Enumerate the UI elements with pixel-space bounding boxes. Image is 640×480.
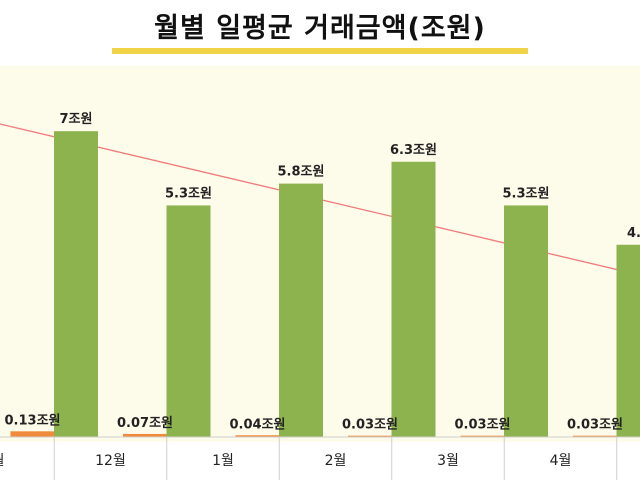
bar-secondary-2 bbox=[235, 435, 280, 437]
data-label-secondary-5: 0.03조원 bbox=[567, 418, 623, 433]
x-tick-label-4: 3월 bbox=[437, 453, 459, 469]
bar-main-1 bbox=[54, 131, 98, 437]
bar-secondary-4 bbox=[460, 435, 505, 437]
data-label-main-4: 6.3조원 bbox=[390, 143, 437, 158]
data-label-secondary-1: 0.07조원 bbox=[117, 416, 173, 431]
data-label-main-1: 7조원 bbox=[60, 112, 93, 127]
bars-group bbox=[10, 131, 640, 437]
x-tick-label-0: 월 bbox=[0, 453, 4, 469]
x-tick-label-3: 2월 bbox=[325, 453, 347, 469]
bar-secondary-5 bbox=[573, 435, 617, 437]
x-axis: 월 12월 1월 2월 3월 4월 bbox=[0, 436, 640, 480]
data-label-main-5: 5.3조원 bbox=[503, 186, 550, 201]
bar-secondary-1 bbox=[123, 433, 167, 437]
bar-main-2 bbox=[166, 205, 211, 437]
data-label-secondary-3: 0.03조원 bbox=[342, 418, 398, 433]
data-label-main-6: 4.4 bbox=[627, 226, 640, 241]
bar-main-6 bbox=[616, 244, 640, 437]
bar-main-4 bbox=[391, 161, 436, 437]
data-label-secondary-4: 0.03조원 bbox=[455, 418, 511, 433]
title-band: 월별 일평균 거래금액(조원) bbox=[0, 0, 640, 60]
title-underline bbox=[112, 48, 528, 54]
x-tick-label-5: 4월 bbox=[550, 453, 572, 469]
x-tick-label-1: 12월 bbox=[95, 453, 126, 469]
bar-main-3 bbox=[279, 183, 323, 437]
data-labels-group: 0.13조원 7조원 0.07조원 5.3조원 0.04조원 5.8조원 0.03조원 6.3… bbox=[5, 112, 640, 433]
data-label-secondary-0: 0.13조원 bbox=[5, 413, 61, 428]
chart-title: 월별 일평균 거래금액(조원) bbox=[154, 13, 486, 44]
data-label-secondary-2: 0.04조원 bbox=[230, 417, 286, 432]
bar-secondary-3 bbox=[348, 435, 392, 437]
bar-secondary-0 bbox=[10, 431, 55, 437]
data-label-main-3: 5.8조원 bbox=[278, 165, 325, 180]
x-tick-label-2: 1월 bbox=[212, 453, 234, 469]
data-label-main-2: 5.3조원 bbox=[165, 186, 212, 201]
bar-main-5 bbox=[504, 205, 548, 437]
